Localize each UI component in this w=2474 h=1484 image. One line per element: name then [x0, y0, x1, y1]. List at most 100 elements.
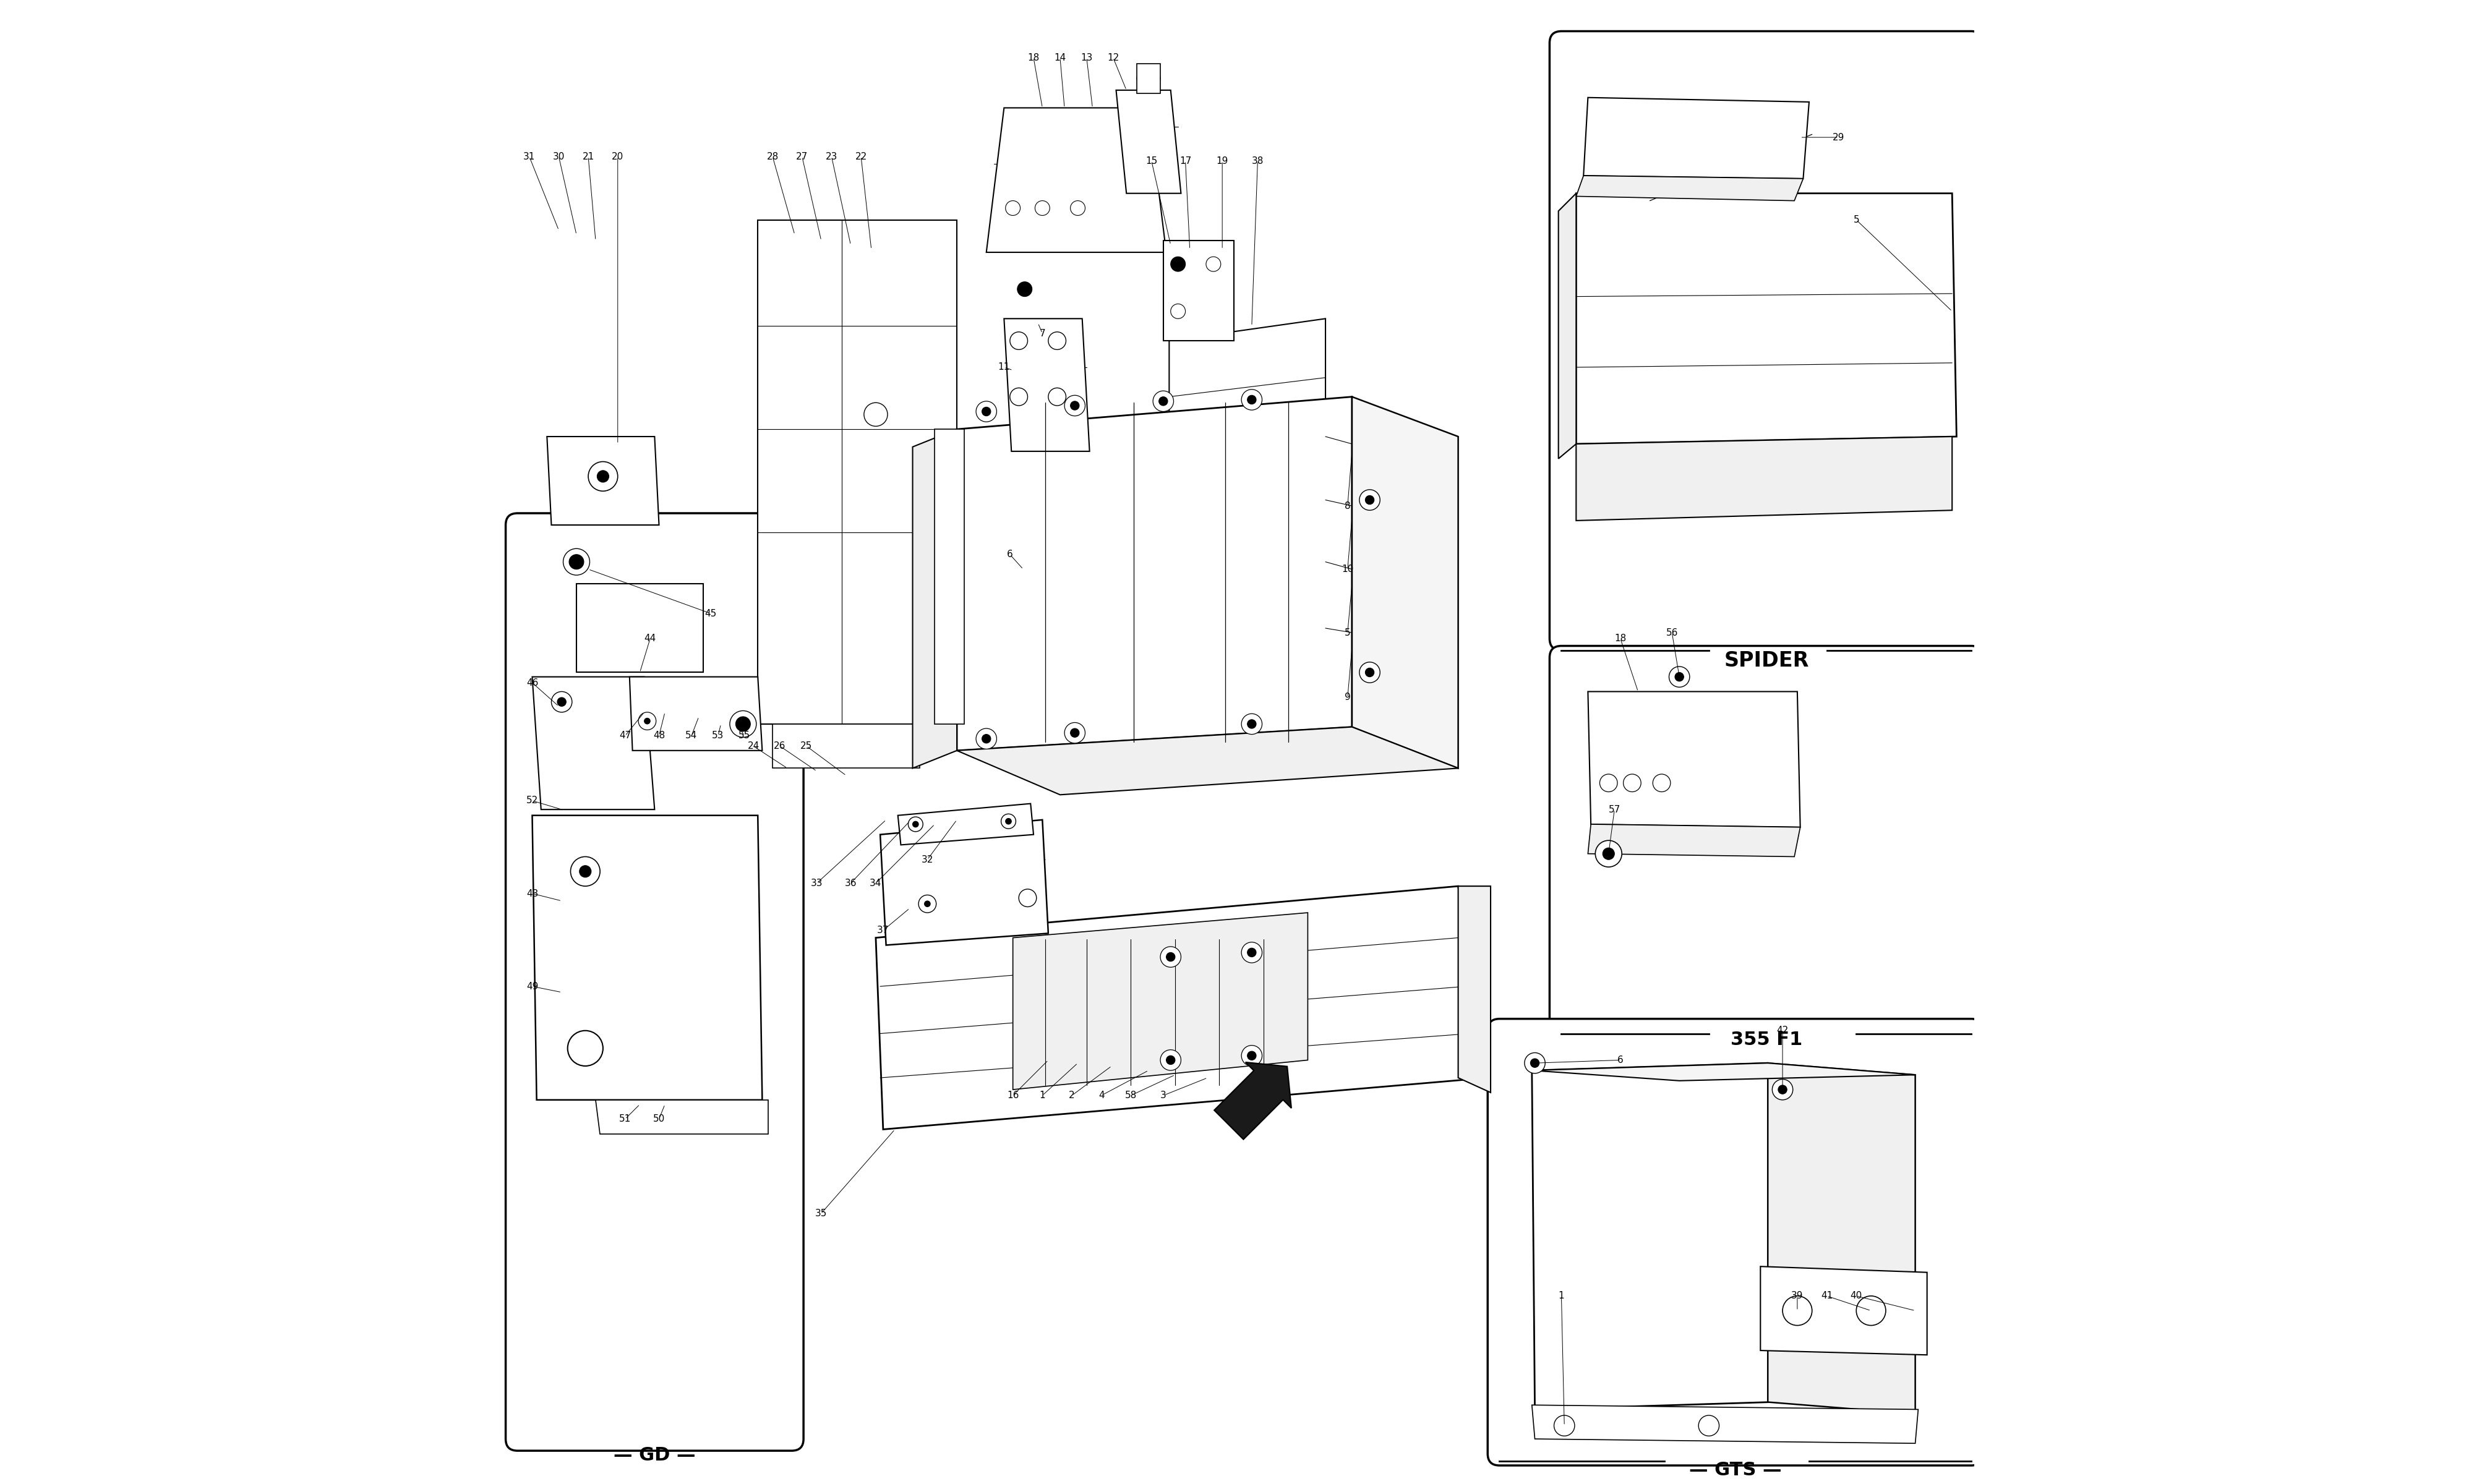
Polygon shape [1012, 913, 1309, 1089]
Circle shape [908, 816, 923, 831]
FancyBboxPatch shape [505, 513, 804, 1451]
Circle shape [1242, 942, 1262, 963]
Text: 27: 27 [797, 151, 809, 162]
Text: — GD —: — GD — [614, 1447, 695, 1465]
Text: 29: 29 [1833, 132, 1846, 142]
Text: 48: 48 [653, 732, 666, 741]
Circle shape [1670, 666, 1690, 687]
Polygon shape [1761, 1266, 1927, 1355]
Text: 6: 6 [1618, 1055, 1623, 1064]
Circle shape [1242, 389, 1262, 410]
Text: 7: 7 [1039, 329, 1047, 338]
Polygon shape [757, 220, 957, 724]
FancyBboxPatch shape [1487, 1020, 1984, 1466]
Polygon shape [772, 724, 920, 769]
Text: 37: 37 [878, 926, 888, 935]
Circle shape [863, 402, 888, 426]
Text: 57: 57 [1608, 804, 1620, 815]
Circle shape [571, 856, 601, 886]
Circle shape [1623, 775, 1640, 792]
Polygon shape [876, 886, 1487, 1129]
Text: 33: 33 [811, 879, 824, 887]
Text: 12: 12 [1108, 53, 1118, 62]
Text: 42: 42 [1776, 1025, 1789, 1036]
Circle shape [1136, 73, 1148, 85]
Circle shape [1366, 496, 1373, 505]
Text: 54: 54 [685, 732, 698, 741]
Polygon shape [957, 727, 1457, 795]
Text: 31: 31 [524, 151, 534, 162]
Circle shape [1148, 73, 1160, 85]
Text: 44: 44 [643, 634, 656, 643]
Circle shape [982, 407, 990, 416]
Polygon shape [913, 429, 957, 769]
Text: 5: 5 [1343, 628, 1351, 637]
Polygon shape [987, 108, 1165, 252]
Text: 19: 19 [1217, 156, 1227, 166]
Circle shape [1856, 1296, 1885, 1325]
Circle shape [1034, 200, 1049, 215]
Circle shape [1700, 1416, 1719, 1437]
Polygon shape [1163, 240, 1235, 341]
Text: 20: 20 [611, 151, 623, 162]
Circle shape [1242, 714, 1262, 735]
Text: 49: 49 [527, 982, 539, 991]
Circle shape [1002, 813, 1017, 828]
Text: 26: 26 [774, 742, 787, 751]
Circle shape [1247, 1051, 1257, 1060]
Polygon shape [532, 815, 762, 1100]
Text: 45: 45 [705, 608, 717, 619]
Text: 3: 3 [1160, 1091, 1165, 1100]
Polygon shape [1215, 1063, 1291, 1140]
Polygon shape [1576, 436, 1952, 521]
Circle shape [1247, 948, 1257, 957]
Text: 28: 28 [767, 151, 779, 162]
Circle shape [1071, 200, 1086, 215]
Circle shape [1603, 847, 1616, 859]
Polygon shape [935, 429, 965, 724]
Circle shape [982, 735, 990, 743]
Circle shape [1049, 332, 1066, 350]
Text: 16: 16 [1007, 1091, 1019, 1100]
Circle shape [913, 821, 918, 827]
Polygon shape [596, 1100, 767, 1134]
Text: 50: 50 [653, 1114, 666, 1123]
Circle shape [1247, 395, 1257, 404]
Circle shape [1205, 257, 1220, 272]
Circle shape [1524, 1052, 1546, 1073]
Text: 22: 22 [856, 151, 866, 162]
Circle shape [1531, 1058, 1539, 1067]
Circle shape [1165, 953, 1175, 962]
Text: 2: 2 [1069, 1091, 1074, 1100]
Polygon shape [1004, 319, 1089, 451]
Circle shape [552, 692, 571, 712]
Circle shape [918, 895, 935, 913]
Circle shape [1017, 282, 1032, 297]
Circle shape [1675, 672, 1685, 681]
Circle shape [925, 901, 930, 907]
Text: 15: 15 [1145, 156, 1158, 166]
Circle shape [1160, 1049, 1180, 1070]
Polygon shape [547, 436, 658, 525]
Circle shape [1601, 775, 1618, 792]
Polygon shape [881, 819, 1049, 945]
Circle shape [1064, 723, 1086, 743]
Text: 18: 18 [1027, 53, 1039, 62]
Text: 30: 30 [552, 151, 564, 162]
Circle shape [1779, 1085, 1786, 1094]
Text: 17: 17 [1180, 156, 1192, 166]
Text: 41: 41 [1821, 1291, 1833, 1300]
Circle shape [564, 549, 589, 576]
Polygon shape [1531, 1063, 1771, 1410]
Circle shape [977, 729, 997, 749]
Text: 55: 55 [740, 732, 750, 741]
Text: 32: 32 [920, 855, 933, 864]
Polygon shape [1170, 319, 1326, 515]
Circle shape [1784, 1296, 1811, 1325]
Text: 58: 58 [1126, 1091, 1136, 1100]
Circle shape [1009, 332, 1027, 350]
Circle shape [1170, 257, 1185, 272]
Circle shape [1064, 395, 1086, 416]
Text: 10: 10 [1341, 564, 1353, 574]
Text: 43: 43 [527, 889, 539, 898]
